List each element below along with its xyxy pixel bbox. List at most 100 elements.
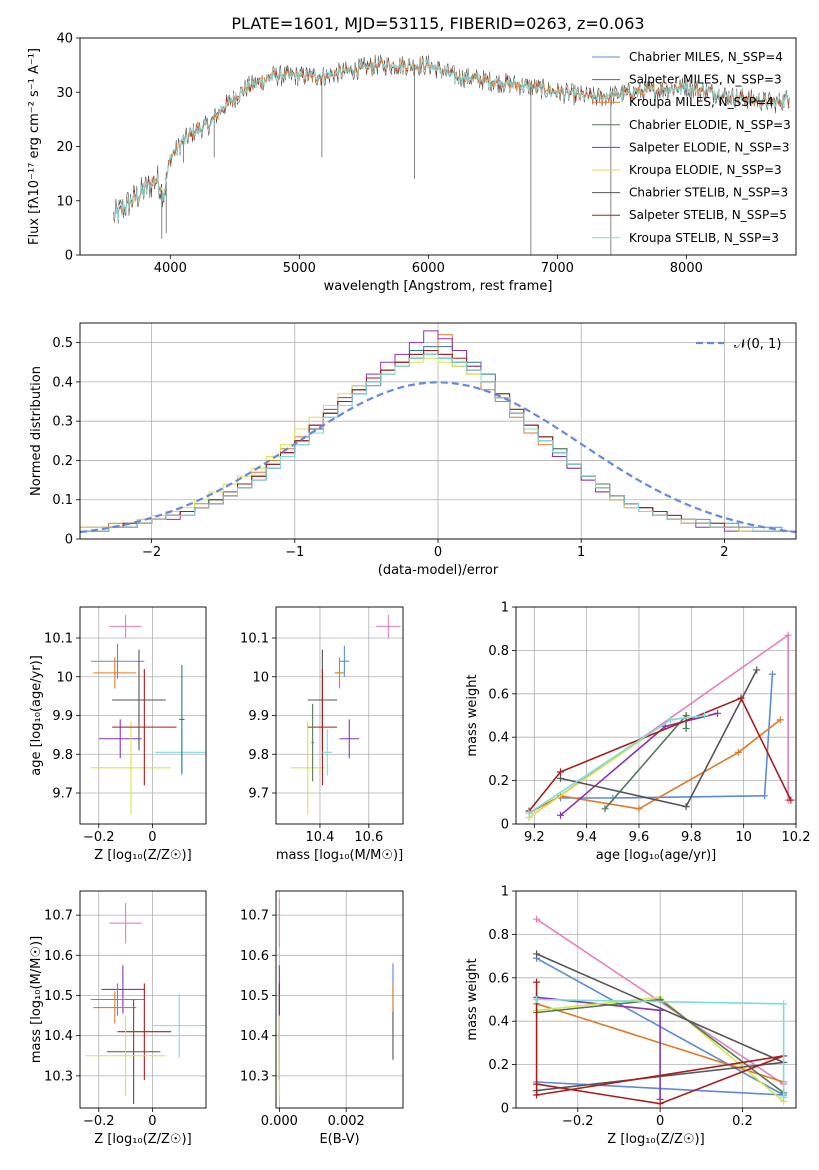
series-point [656, 1100, 664, 1108]
errorbar-point [117, 983, 172, 1080]
y-tick-label: 10.3 [44, 1069, 73, 1084]
legend-label: Salpeter ELODIE, N_SSP=3 [629, 140, 790, 154]
axes-frame [79, 606, 207, 825]
y-tick-label: 9.8 [52, 748, 73, 763]
series-point [780, 1093, 788, 1101]
x-tick-label: 0 [148, 830, 156, 845]
histogram-series [80, 353, 796, 539]
series-point [533, 915, 541, 923]
y-tick-label: 0.2 [488, 1058, 509, 1073]
x-tick-label: −0.2 [83, 1114, 115, 1129]
series-line [560, 674, 774, 799]
legend-label: Salpeter STELIB, N_SSP=5 [629, 208, 787, 222]
errorbar-point [290, 721, 325, 815]
x-tick-label: 9.8 [681, 830, 702, 845]
errorbar-point [98, 719, 142, 759]
errorbar-point [109, 614, 142, 638]
series-point [533, 950, 541, 958]
x-tick-label: 9.4 [576, 830, 597, 845]
series-point [737, 694, 745, 702]
plot-area-spectrum [113, 54, 790, 255]
x-tick-label: 7000 [541, 261, 574, 276]
x-tick-label: 10.6 [354, 830, 383, 845]
axes-frame [515, 606, 797, 825]
axes-frame [79, 890, 207, 1109]
series-point [780, 1000, 788, 1008]
x-tick-label: 9.6 [629, 830, 650, 845]
series-point [776, 716, 784, 724]
axes-frame [79, 322, 797, 540]
series-line [528, 716, 687, 819]
series-point [556, 811, 564, 819]
errorbar-point [101, 965, 145, 1014]
y-tick-label: 0.2 [52, 454, 73, 469]
series-point [682, 725, 690, 733]
y-tick-label: 0.1 [52, 493, 73, 508]
y-tick-label: 10.6 [44, 949, 73, 964]
series-point [753, 666, 761, 674]
errorbar-point [322, 729, 333, 776]
axes-mass_vs_Z: −0.2 0 10.3 10.4 10.5 10.6 10.7 Z [log₁₀(Z/Z☉)]… [29, 890, 207, 1147]
legend: 𝒩(0, 1) [696, 337, 781, 352]
x-tick-label: 10 [735, 830, 752, 845]
x-axis-label: age [log₁₀(age/yr)] [596, 848, 717, 863]
legend-label: Salpeter MILES, N_SSP=3 [629, 73, 782, 87]
y-tick-label: 20 [56, 140, 73, 155]
series-point [768, 670, 776, 678]
y-tick-label: 10.7 [44, 909, 73, 924]
y-tick-label: 0 [501, 1102, 509, 1117]
series-point [734, 748, 742, 756]
x-tick-label: 0.000 [261, 1114, 298, 1129]
x-tick-label: −1 [285, 545, 304, 560]
series-point [525, 809, 533, 817]
series-point [601, 805, 609, 813]
series-point [713, 709, 721, 717]
axes-age_vs_mass: 10.4 10.6 9.7 9.8 9.9 10 10.1 mass [log₁₀(M/M☉)… [240, 606, 404, 863]
x-tick-label: −0.2 [83, 830, 115, 845]
y-axis-label: age [log₁₀(age/yr)] [29, 655, 44, 776]
y-tick-label: 9.7 [52, 787, 73, 802]
normal-reference-curve [80, 381, 796, 534]
errorbar-point [106, 999, 161, 1104]
x-tick-label: 9.2 [524, 830, 545, 845]
x-tick-label: −2 [142, 545, 161, 560]
axes-massweight_vs_age: 9.2 9.4 9.6 9.8 10 10.2 0 0.2 0.4 0.6 0.8 1 age [log… [465, 601, 810, 864]
x-axis-label: (data-model)/error [378, 563, 499, 578]
errorbar-point [93, 991, 137, 1024]
x-tick-label: 0 [148, 1114, 156, 1129]
y-tick-label: 0.8 [488, 644, 509, 659]
y-tick-label: 0.4 [488, 1015, 509, 1030]
errorbar-point [334, 657, 345, 689]
plot-area-age_vs_mass [290, 614, 401, 815]
x-tick-label: 5000 [283, 261, 316, 276]
series-line [528, 697, 792, 812]
errorbar-point [109, 903, 142, 944]
x-tick-label: 0.2 [732, 1114, 753, 1129]
legend-label: 𝒩(0, 1) [734, 337, 781, 352]
plot-area-age_vs_Z [90, 614, 206, 815]
axes-frame [275, 606, 404, 825]
errorbar-point [339, 719, 360, 759]
y-tick-label: 9.9 [248, 709, 269, 724]
y-axis-label: mass weight [465, 958, 480, 1040]
series-point [682, 803, 690, 811]
series-point [533, 1080, 541, 1088]
y-tick-label: 10.5 [44, 989, 73, 1004]
legend-label: Chabrier MILES, N_SSP=4 [629, 50, 783, 64]
axes-layer: 4000 5000 6000 7000 8000010203040wavelength … [27, 32, 810, 1148]
figure-title: PLATE=1601, MJD=53115, FIBERID=0263, z=0… [231, 14, 644, 33]
series-point [635, 805, 643, 813]
y-tick-label: 10 [56, 670, 73, 685]
series-point [761, 792, 769, 800]
plot-area-mass_vs_ebv [278, 899, 394, 1096]
x-tick-label: 10.2 [782, 830, 811, 845]
axes-massweight_vs_Z: −0.2 0 0.2 0 0.2 0.4 0.6 0.8 1 Z [log₁₀(Z/Z☉)] mas… [465, 885, 797, 1147]
y-axis-label: mass weight [465, 674, 480, 756]
y-tick-label: 10.4 [44, 1029, 73, 1044]
errorbar-point [90, 983, 145, 1016]
errorbar-point [112, 669, 177, 786]
y-tick-label: 9.9 [52, 709, 73, 724]
plot-area-residuals [80, 330, 796, 539]
axes-frame [515, 890, 797, 1109]
